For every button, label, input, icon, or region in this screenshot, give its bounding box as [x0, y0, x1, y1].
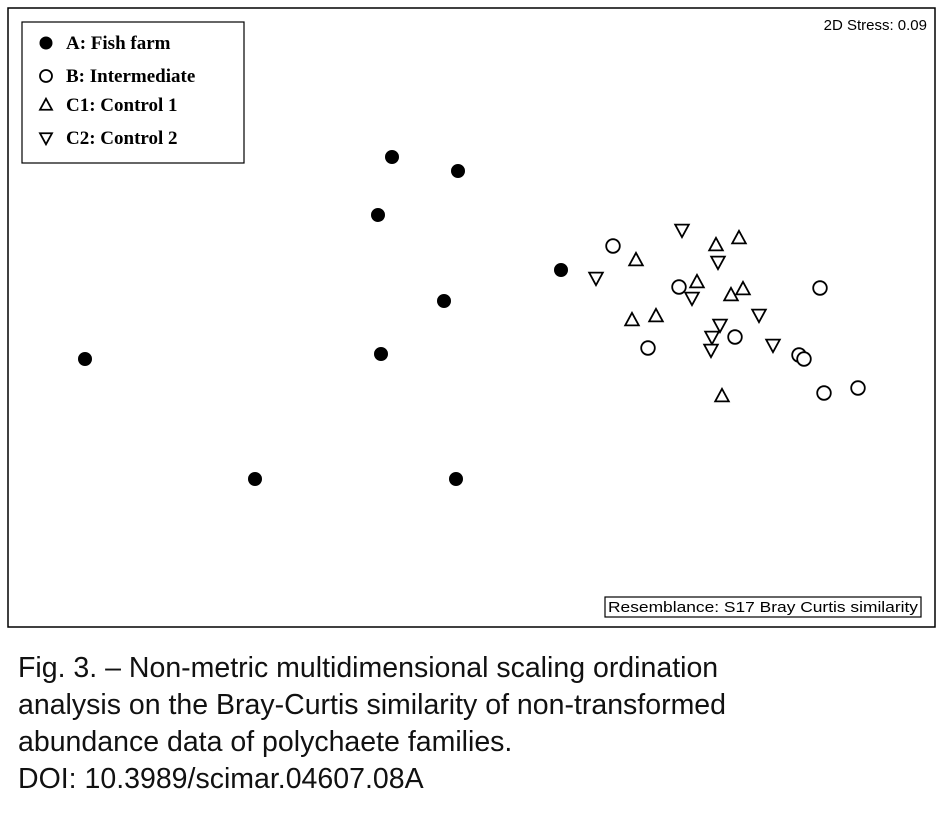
data-point	[449, 472, 463, 486]
series-1	[78, 150, 568, 486]
caption-line: abundance data of polychaete families.	[18, 726, 513, 758]
legend-label: C1: Control 1	[66, 95, 178, 116]
legend-label: A: Fish farm	[66, 33, 171, 54]
data-point	[623, 310, 641, 327]
data-point	[673, 223, 691, 240]
legend-label: B: Intermediate	[66, 66, 195, 87]
data-point	[764, 338, 782, 355]
resemblance-box	[604, 596, 922, 618]
data-point	[812, 280, 828, 296]
series-4	[587, 223, 782, 360]
data-point	[683, 291, 701, 308]
data-point	[730, 228, 748, 245]
data-point	[451, 164, 465, 178]
data-point	[587, 271, 605, 288]
data-point	[371, 208, 385, 222]
data-point	[796, 351, 812, 367]
data-point	[374, 347, 388, 361]
data-point	[722, 285, 740, 302]
data-point	[850, 380, 866, 396]
data-point	[709, 255, 727, 272]
data-point	[713, 386, 731, 403]
data-point	[647, 306, 665, 323]
legend-marker	[38, 96, 54, 111]
legend-label: C2: Control 2	[66, 128, 178, 149]
figure-caption: Fig. 3. – Non-metric multidimensional sc…	[18, 650, 918, 798]
caption-line: DOI: 10.3989/scimar.04607.08A	[18, 763, 424, 795]
stress-label: 2D Stress: 0.09	[824, 17, 927, 34]
data-point	[734, 279, 752, 296]
data-point	[750, 308, 768, 325]
legend-marker	[38, 132, 54, 147]
data-point	[707, 235, 725, 252]
data-point	[711, 318, 729, 335]
legend: A: Fish farm B: Intermediate C1: Control 1…	[21, 21, 245, 164]
data-point	[554, 263, 568, 277]
data-point	[640, 340, 656, 356]
legend-marker	[39, 36, 53, 50]
data-points	[78, 150, 866, 486]
data-point	[605, 238, 621, 254]
data-point	[688, 272, 706, 289]
legend-box	[21, 21, 245, 164]
series-2	[605, 238, 866, 401]
data-point	[627, 250, 645, 267]
series-3	[623, 228, 752, 403]
legend-marker	[39, 69, 53, 83]
data-point	[671, 279, 687, 295]
data-point	[248, 472, 262, 486]
caption-line: analysis on the Bray-Curtis similarity o…	[18, 689, 727, 721]
data-point	[78, 352, 92, 366]
resemblance-label: Resemblance: S17 Bray Curtis similarity	[608, 599, 919, 616]
data-point	[703, 330, 721, 347]
data-point	[437, 294, 451, 308]
caption-line: Fig. 3. – Non-metric multidimensional sc…	[18, 652, 719, 684]
data-point	[816, 385, 832, 401]
data-point	[727, 329, 743, 345]
data-point	[702, 343, 720, 360]
data-point	[385, 150, 399, 164]
nmds-plot: 2D Stress: 0.09 Resemblance: S17 Bray Cu…	[7, 7, 936, 628]
